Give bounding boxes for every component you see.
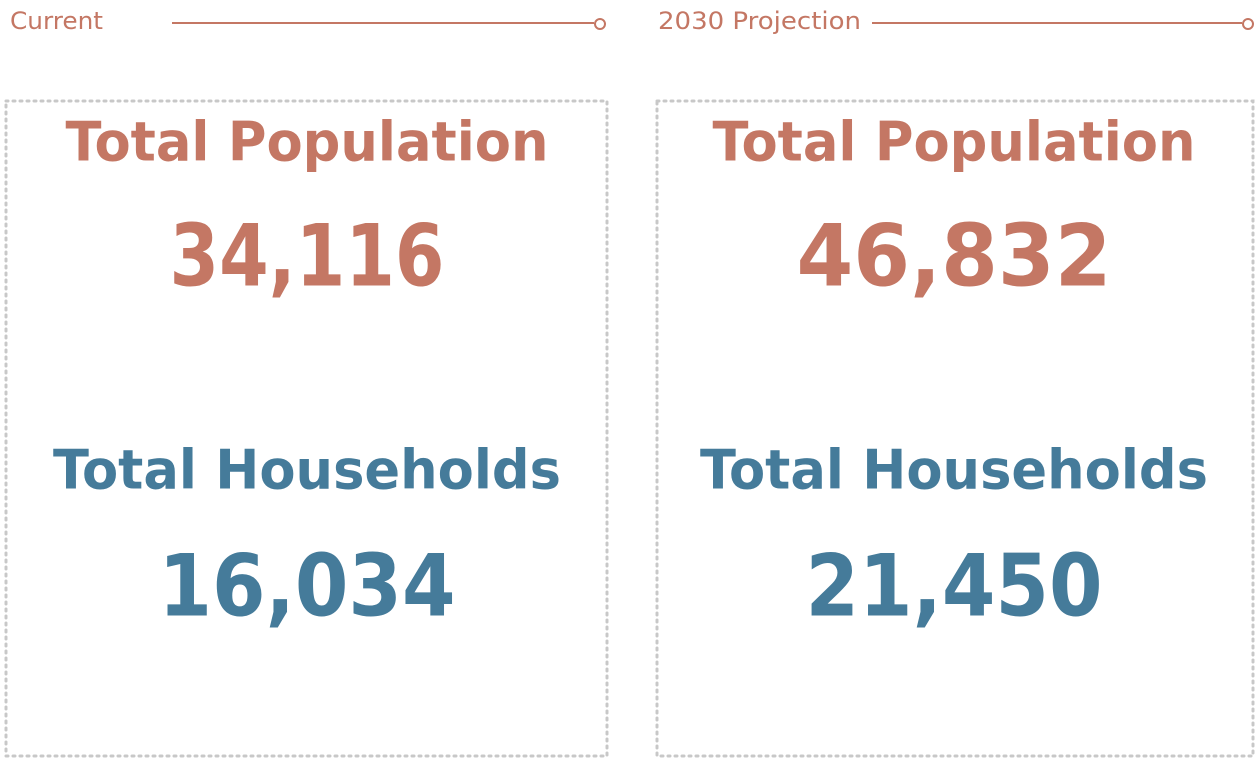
stat-label: Total Households [700,439,1208,502]
decor [4,18,1255,758]
stat-label: Total Population [66,111,549,174]
panel-border [4,99,609,758]
stat-value: 46,832 [797,206,1112,306]
stat-value: 21,450 [806,536,1103,636]
stat-value: 34,116 [170,206,445,306]
panel-heading: 2030 Projection [658,7,861,35]
panel-border [655,99,1255,758]
stat-value: 16,034 [159,536,456,636]
stat-label: Total Households [53,439,561,502]
header-rule-end [1242,18,1254,30]
stat-label: Total Population [713,111,1196,174]
panel-heading: Current [10,7,103,35]
header-rule-end [594,18,606,30]
